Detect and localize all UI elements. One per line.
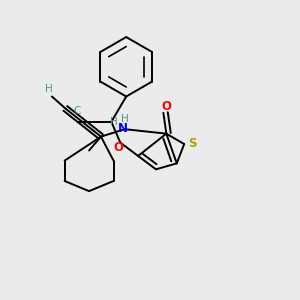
Text: N: N bbox=[118, 122, 128, 135]
Text: H: H bbox=[121, 114, 129, 124]
Text: S: S bbox=[188, 137, 197, 150]
Text: O: O bbox=[114, 140, 124, 154]
Text: H: H bbox=[110, 117, 118, 127]
Text: C: C bbox=[74, 106, 81, 116]
Text: O: O bbox=[161, 100, 171, 113]
Text: H: H bbox=[45, 84, 53, 94]
